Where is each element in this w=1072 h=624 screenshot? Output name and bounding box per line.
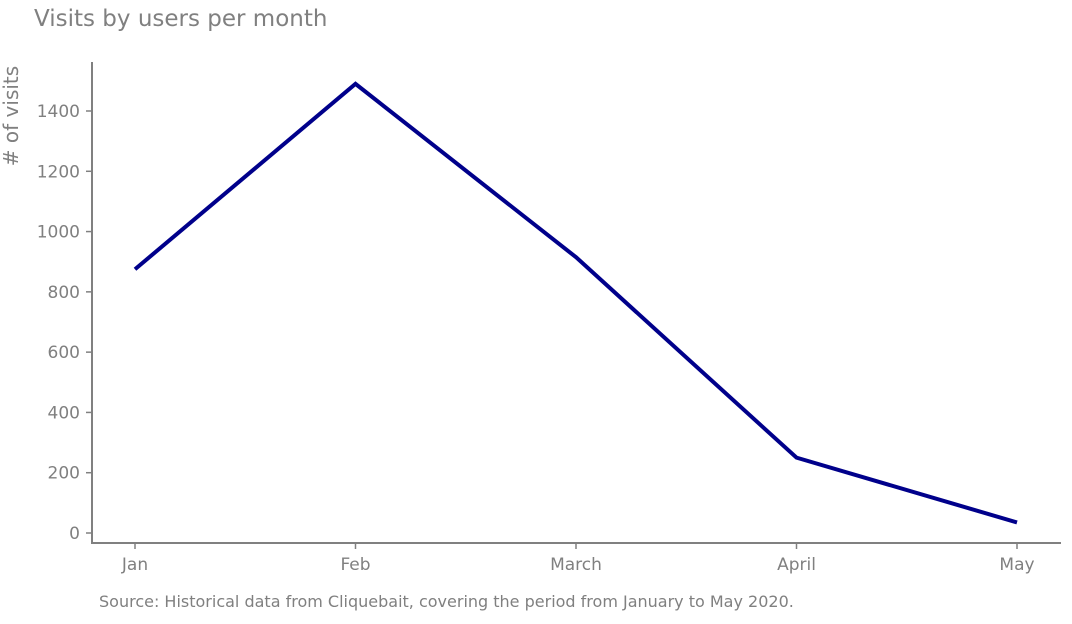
x-tick-label: May xyxy=(999,555,1034,575)
y-axis-ticks: 0 200 400 600 800 1000 1200 1400 xyxy=(37,102,92,544)
y-tick-label: 1200 xyxy=(37,162,80,182)
y-tick-label: 400 xyxy=(48,403,80,423)
source-note: Source: Historical data from Cliquebait,… xyxy=(99,592,794,611)
x-tick-label: Jan xyxy=(121,555,148,575)
y-tick-label: 1400 xyxy=(37,102,80,122)
y-tick-label: 1000 xyxy=(37,223,80,243)
y-axis-label: # of visits xyxy=(0,66,23,166)
x-tick-label: March xyxy=(550,555,602,575)
x-tick-label: April xyxy=(777,555,816,575)
y-tick-label: 0 xyxy=(69,524,80,544)
series-line xyxy=(133,81,1018,525)
axes xyxy=(91,62,1061,544)
y-tick-label: 600 xyxy=(48,343,80,363)
series-group xyxy=(133,81,1018,525)
y-tick-label: 200 xyxy=(48,464,80,484)
x-axis-ticks: Jan Feb March April May xyxy=(121,543,1035,575)
chart-title: Visits by users per month xyxy=(34,6,328,32)
y-tick-label: 800 xyxy=(48,283,80,303)
x-tick-label: Feb xyxy=(340,555,370,575)
